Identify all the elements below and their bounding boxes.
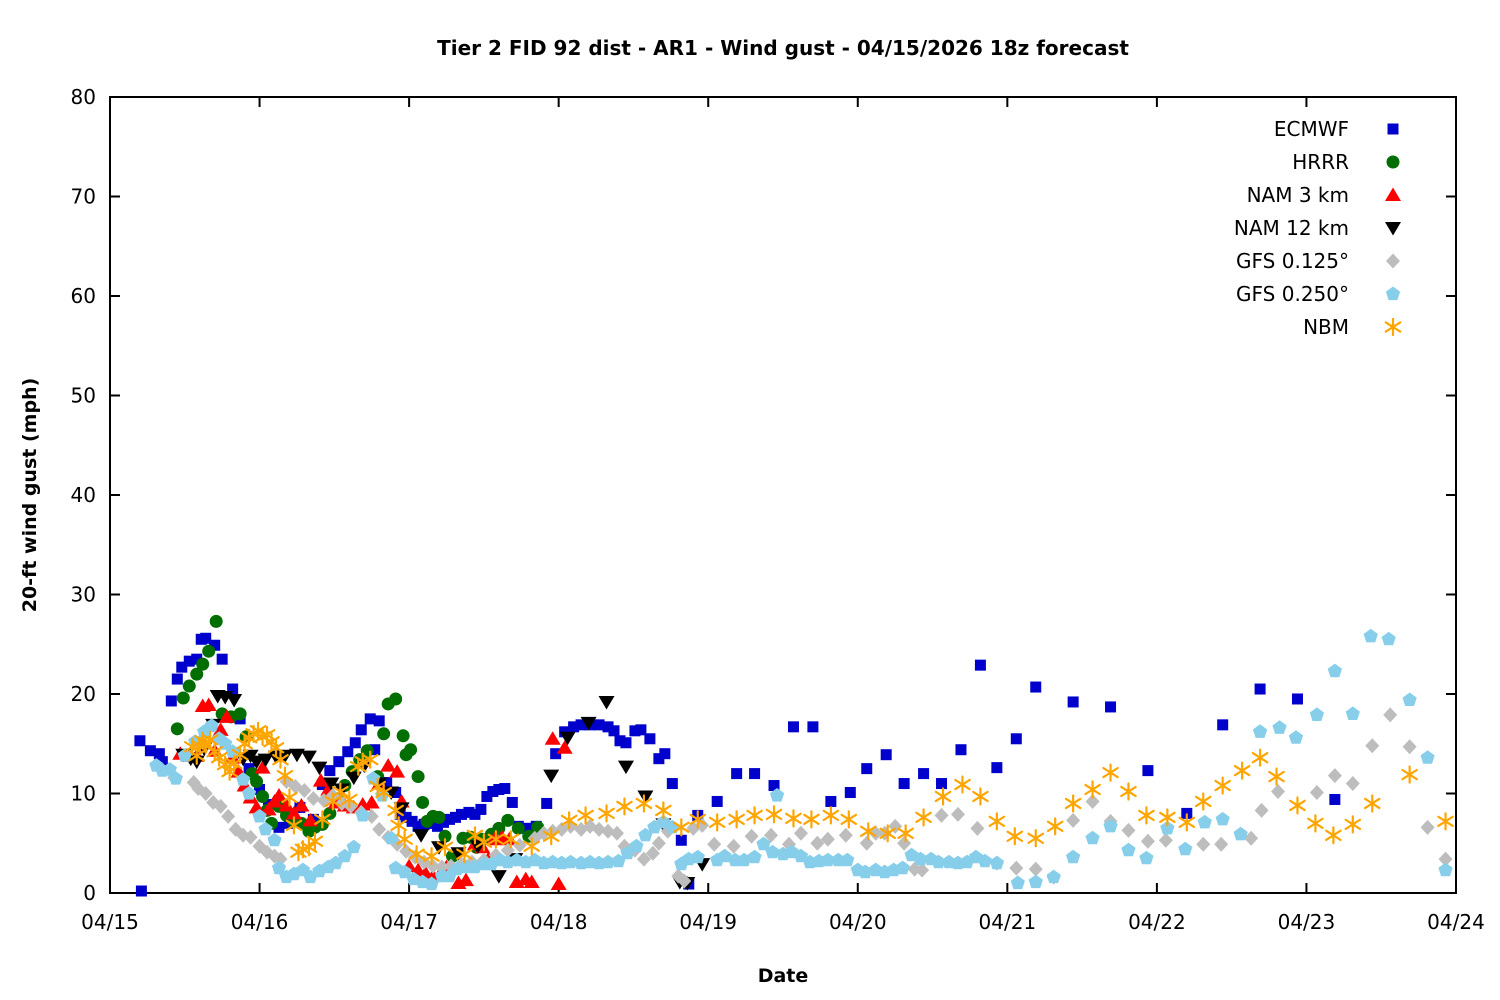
legend-label-nam-12-km: NAM 12 km: [1234, 216, 1349, 240]
legend-marker-nbm-icon: [1384, 317, 1402, 337]
x-tick-label: 04/19: [679, 910, 737, 934]
legend-marker-nam-12-km-icon: [1385, 222, 1401, 236]
legend-label-hrrr: HRRR: [1292, 150, 1349, 174]
legend-label-gfs-0-250: GFS 0.250°: [1236, 282, 1349, 306]
legend: ECMWF HRRR NAM 3 km NAM 12 km GFS 0.125° GFS …: [1234, 117, 1402, 339]
x-tick-label: 04/23: [1278, 910, 1336, 934]
y-tick-label: 10: [71, 782, 96, 806]
y-tick-label: 0: [83, 881, 96, 905]
x-tick-label: 04/24: [1427, 910, 1485, 934]
legend-label-nbm: NBM: [1303, 315, 1349, 339]
legend-marker-gfs-0-250-icon: [1385, 286, 1401, 301]
y-tick-label: 50: [71, 384, 96, 408]
x-tick-label: 04/22: [1128, 910, 1186, 934]
x-tick-label: 04/18: [530, 910, 588, 934]
series-nbm: [183, 721, 1454, 866]
y-axis-title: 20-ft wind gust (mph): [19, 377, 41, 613]
legend-marker-ecmwf-icon: [1387, 123, 1399, 135]
legend-marker-gfs-0-125-icon: [1386, 253, 1400, 269]
y-tick-label: 80: [71, 85, 96, 109]
legend-label-nam-3-km: NAM 3 km: [1247, 183, 1349, 207]
series-gfs-0-250: [149, 628, 1453, 891]
x-tick-label: 04/16: [231, 910, 289, 934]
x-tick-label: 04/20: [829, 910, 887, 934]
x-tick-label: 04/17: [380, 910, 438, 934]
legend-label-ecmwf: ECMWF: [1274, 117, 1349, 141]
chart-title: Tier 2 FID 92 dist - AR1 - Wind gust - 0…: [437, 36, 1129, 60]
legend-label-gfs-0-125: GFS 0.125°: [1236, 249, 1349, 273]
y-tick-label: 20: [71, 682, 96, 706]
y-tick-label: 70: [71, 185, 96, 209]
legend-marker-hrrr-icon: [1386, 155, 1400, 169]
y-tick-label: 30: [71, 583, 96, 607]
x-axis-title: Date: [757, 965, 809, 987]
legend-marker-nam-3-km-icon: [1385, 187, 1401, 201]
x-tick-label: 04/21: [979, 910, 1037, 934]
y-tick-label: 60: [71, 284, 96, 308]
x-tick-label: 04/15: [81, 910, 139, 934]
y-tick-label: 40: [71, 483, 96, 507]
